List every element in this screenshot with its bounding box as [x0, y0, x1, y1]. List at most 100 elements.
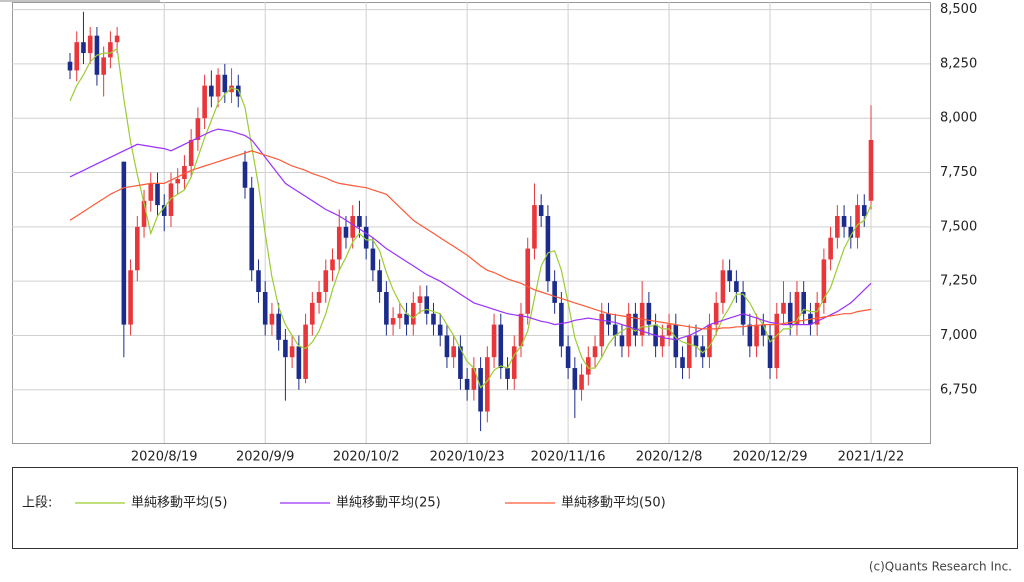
candle-body [417, 296, 423, 303]
x-tick-label: 2020/10/2 [333, 450, 400, 465]
candle-body [384, 292, 389, 325]
candle-body [740, 292, 746, 325]
candle-body [114, 35, 120, 43]
candle-body [81, 42, 86, 54]
x-tick-label: 2020/9/9 [236, 450, 294, 465]
candle-body [67, 61, 73, 71]
candle-body [377, 270, 382, 293]
candle-body [141, 200, 147, 227]
candle-body [505, 368, 510, 379]
candle-body [727, 270, 732, 282]
candle-body [841, 215, 847, 227]
candle-body [404, 313, 409, 325]
candle-body [323, 270, 329, 293]
legend-box [12, 467, 1018, 549]
candle-body [761, 324, 766, 336]
y-tick-label: 7,750 [940, 165, 977, 180]
candle-body [410, 302, 416, 325]
candle-body [552, 281, 557, 303]
candle-body [848, 226, 854, 238]
candle-body [693, 335, 699, 347]
candle-body [686, 335, 692, 369]
candle-body [87, 35, 93, 54]
moving-average-line [69, 150, 872, 330]
y-tick-label: 8,250 [940, 56, 977, 71]
candle-body [821, 259, 827, 303]
candle-body [168, 183, 174, 216]
candle-body [188, 139, 194, 167]
candle-body [633, 313, 638, 336]
candle-body [296, 346, 302, 379]
candle-body [666, 324, 672, 336]
candle-body [209, 85, 214, 97]
candle-body [545, 215, 551, 282]
candle-body [747, 324, 753, 347]
candle-body [135, 226, 140, 271]
candle-body [774, 313, 780, 369]
candle-body [357, 215, 362, 227]
candle-body [155, 183, 160, 206]
candle-body [861, 205, 867, 216]
candle-body [437, 324, 443, 336]
candle-body [283, 339, 288, 358]
candle-body [565, 346, 571, 369]
candle-body [612, 324, 618, 336]
candle-body [316, 292, 322, 303]
candle-body [256, 270, 261, 293]
plot-frame [12, 2, 931, 444]
candle-body [424, 296, 430, 314]
candle-body [121, 161, 127, 325]
candle-body [680, 357, 685, 369]
candle-body [720, 270, 726, 303]
candle-body [303, 324, 308, 379]
legend-label: 単純移動平均(25) [336, 495, 441, 511]
candle-body [525, 248, 531, 314]
moving-average-line [69, 47, 872, 389]
y-tick-label: 8,500 [940, 2, 977, 17]
candle-body [363, 226, 369, 249]
candle-body [397, 313, 403, 319]
candle-body [660, 335, 665, 347]
candle-body [242, 161, 248, 188]
candle-body [801, 292, 806, 314]
candle-body [700, 346, 706, 358]
y-tick-label: 7,500 [940, 219, 977, 234]
y-tick-label: 7,250 [940, 274, 977, 289]
candle-body [532, 205, 537, 249]
candle-body [734, 281, 739, 293]
candle-body [485, 357, 490, 412]
candle-body [289, 346, 295, 358]
candle-body [478, 368, 483, 412]
candle-body [350, 215, 356, 238]
candle-body [606, 313, 611, 325]
candle-body [276, 313, 281, 340]
x-tick-label: 2020/8/19 [131, 450, 198, 465]
x-tick-label: 2020/12/8 [636, 450, 703, 465]
candle-body [794, 292, 800, 325]
candle-body [222, 74, 228, 93]
x-tick-label: 2021/1/22 [838, 450, 905, 465]
candle-body [498, 324, 504, 369]
candle-body [868, 139, 874, 201]
candle-body [108, 42, 113, 58]
y-tick-label: 7,000 [940, 328, 977, 343]
candle-body [599, 313, 605, 347]
candle-body [855, 205, 860, 238]
candle-body [559, 302, 564, 347]
candle-body [74, 42, 80, 71]
candle-body [336, 226, 342, 260]
candle-body [464, 378, 470, 390]
candle-body [182, 166, 187, 180]
candle-body [646, 302, 652, 325]
candle-body [175, 179, 180, 184]
legend-label: 単純移動平均(50) [561, 495, 666, 511]
candle-body [579, 374, 584, 390]
candle-body [229, 85, 234, 93]
candle-body [511, 346, 517, 379]
candle-body [707, 324, 712, 358]
candle-body [262, 292, 268, 325]
candle-body [713, 302, 719, 325]
candle-body [458, 346, 463, 379]
candle-body [148, 183, 154, 201]
candle-body [767, 335, 773, 369]
